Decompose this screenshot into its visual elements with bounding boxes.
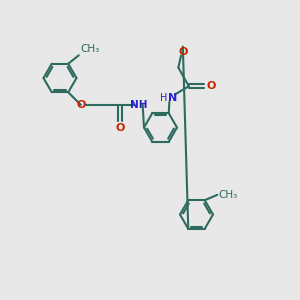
- Text: O: O: [76, 100, 86, 110]
- Text: O: O: [115, 123, 124, 133]
- Text: O: O: [178, 47, 188, 57]
- Text: N: N: [168, 93, 178, 103]
- Text: CH₃: CH₃: [219, 190, 238, 200]
- Text: O: O: [206, 81, 216, 91]
- Text: NH: NH: [130, 100, 147, 110]
- Text: CH₃: CH₃: [80, 44, 100, 54]
- Text: H: H: [160, 93, 168, 103]
